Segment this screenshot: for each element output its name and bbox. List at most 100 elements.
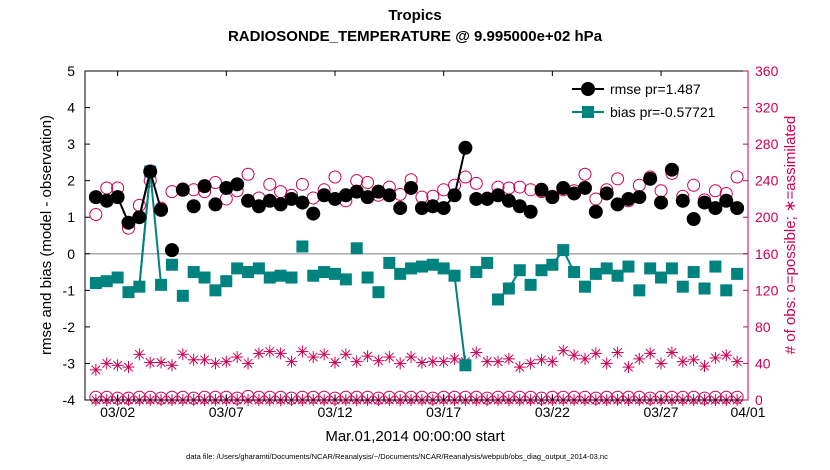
y-right-tick-label: 40 [755, 355, 771, 371]
rmse-point [588, 204, 603, 219]
assimilated-star-stroke [362, 351, 373, 361]
bias-point [231, 262, 244, 275]
rmse-point [501, 193, 516, 208]
assimilated-star-stroke [612, 347, 623, 358]
y-left-tick-label: 1 [67, 209, 75, 225]
rmse-point [643, 171, 658, 186]
obs-possible-point [437, 183, 451, 197]
y-axis-right-label: # of obs: o=possible; ∗=assimilated [782, 116, 799, 355]
obs-assimilated-point [372, 354, 385, 367]
bias-point [546, 258, 559, 271]
bias-point [198, 271, 211, 284]
assimilated-star-stroke [493, 357, 503, 367]
obs-possible-point [687, 178, 701, 192]
rmse-point [110, 190, 125, 205]
bias-point [361, 271, 374, 284]
obs-assimilated-point [252, 347, 265, 360]
bias-point [155, 278, 168, 291]
bias-point [274, 269, 287, 282]
assimilated-star-stroke [656, 358, 666, 369]
assimilated-star-stroke [602, 358, 612, 369]
obs-assimilated-point [731, 355, 744, 368]
obs-assimilated-point [198, 353, 211, 366]
y-right-tick-label: 80 [755, 319, 771, 335]
bias-point [720, 284, 733, 297]
rmse-point [523, 204, 538, 219]
rmse-point [143, 164, 158, 179]
rmse-point [241, 193, 256, 208]
assimilated-star-stroke [515, 362, 525, 372]
rmse-point [251, 199, 266, 214]
bias-point [318, 266, 331, 279]
bias-point [307, 269, 320, 282]
legend-rmse-marker [581, 82, 595, 96]
bias-point [372, 286, 385, 299]
bias-point [133, 280, 146, 293]
y-right-tick-label: 360 [755, 63, 779, 79]
obs-assimilated-point [676, 355, 689, 368]
obs-assimilated-point [437, 355, 450, 368]
assimilated-star-stroke [308, 352, 318, 362]
rmse-point [664, 162, 679, 177]
obs-assimilated-point [535, 353, 548, 366]
bias-point [481, 256, 494, 269]
assimilated-star-stroke [102, 358, 112, 369]
bias-point [644, 262, 657, 275]
obs-assimilated-point [111, 359, 124, 372]
y-left-tick-label: -4 [63, 392, 76, 408]
bias-point [578, 280, 591, 293]
x-tick-label: 03/12 [317, 404, 352, 420]
obs-possible-point [502, 181, 516, 195]
assimilated-star-stroke [167, 360, 177, 370]
obs-possible-point [578, 167, 592, 181]
y-left-tick-label: 2 [67, 173, 75, 189]
assimilated-star-stroke [428, 357, 438, 367]
y-left-tick-label: -2 [63, 319, 76, 335]
obs-assimilated-point [665, 346, 678, 359]
bias-point [448, 269, 461, 282]
rmse-point [382, 188, 397, 203]
assimilated-star-stroke [526, 358, 536, 369]
bias-point [676, 280, 689, 293]
assimilated-star-stroke [558, 346, 568, 356]
assimilated-star-stroke [439, 357, 449, 367]
obs-assimilated-point [383, 351, 396, 364]
bias-point [459, 359, 472, 372]
y-right-tick-label: 320 [755, 100, 779, 116]
rmse-point [447, 188, 462, 203]
rmse-point [164, 243, 179, 258]
obs-possible-point [100, 181, 114, 195]
obs-possible-point [241, 167, 255, 181]
assimilated-star-stroke [667, 347, 677, 358]
chart-subtitle: RADIOSONDE_TEMPERATURE @ 9.995000e+02 hP… [228, 28, 603, 45]
rmse-point [132, 210, 147, 225]
assimilated-star-stroke [145, 357, 155, 368]
obs-possible-point [632, 178, 646, 192]
assimilated-star-stroke [286, 357, 297, 367]
bias-point [731, 267, 744, 280]
rmse-point [273, 197, 288, 212]
assimilated-star-stroke [373, 356, 384, 366]
chart-title: Tropics [388, 7, 441, 24]
assimilated-star-stroke [471, 347, 481, 358]
bias-point [328, 267, 341, 280]
legend: rmse pr=1.487 bias pr=-0.57721 [566, 78, 742, 124]
bias-point [220, 275, 233, 288]
bias-point [513, 264, 526, 277]
rmse-point [632, 190, 647, 205]
obs-assimilated-point [426, 355, 439, 368]
bias-point [187, 266, 200, 279]
obs-assimilated-point [144, 356, 157, 369]
assimilated-star-stroke [221, 357, 231, 367]
obs-assimilated-point [622, 361, 635, 374]
obs-possible-point [328, 170, 342, 184]
obs-assimilated-point [655, 357, 668, 370]
bias-point [285, 271, 298, 284]
assimilated-star-stroke [156, 357, 166, 368]
rmse-point [175, 182, 190, 197]
obs-assimilated-point [513, 361, 526, 374]
obs-assimilated-point [394, 357, 407, 370]
obs-assimilated-point [122, 361, 135, 374]
assimilated-star-stroke [417, 357, 427, 368]
